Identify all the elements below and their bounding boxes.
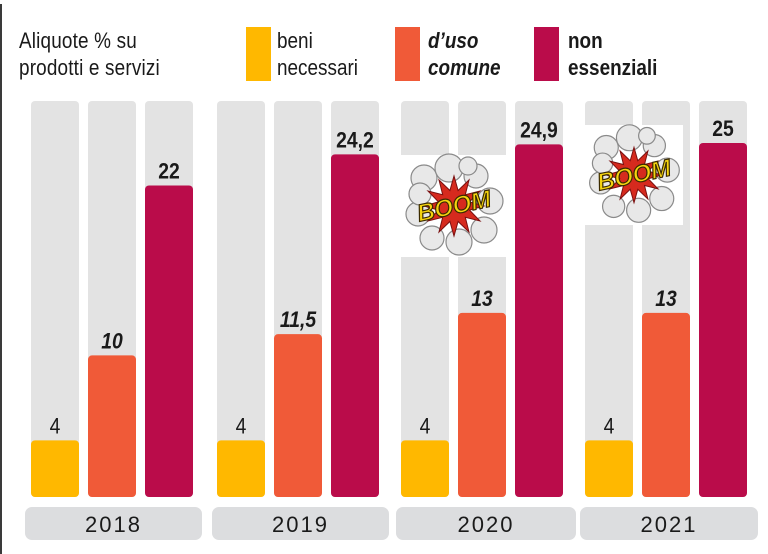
smoke-puff bbox=[638, 126, 656, 145]
smoke-puff bbox=[458, 156, 478, 176]
data-label-beni-necessari-2018: 4 bbox=[50, 414, 61, 438]
smoke-puff bbox=[470, 216, 498, 244]
data-label-non-essenziali-2019: 24,2 bbox=[336, 128, 374, 152]
bar-non-essenziali-2018 bbox=[145, 185, 193, 498]
x-tick-label-2018: 2018 bbox=[85, 512, 142, 537]
smoke-puff bbox=[445, 228, 473, 256]
bar-track bbox=[217, 101, 265, 497]
x-tick-label-2020: 2020 bbox=[458, 512, 515, 537]
smoke-puff bbox=[626, 197, 652, 223]
year-pill-2019 bbox=[212, 507, 389, 540]
year-pill-2021 bbox=[580, 507, 758, 540]
chart-title: Aliquote % su prodotti e servizi bbox=[19, 28, 160, 80]
smoke-puff bbox=[476, 187, 504, 215]
data-label-duso-comune-2020: 13 bbox=[471, 287, 493, 311]
burst-shape bbox=[604, 145, 664, 205]
bar-non-essenziali-2020 bbox=[515, 144, 563, 497]
smoke-puff bbox=[419, 225, 445, 251]
bar-duso-comune-2021 bbox=[642, 312, 690, 497]
left-border bbox=[0, 4, 2, 554]
legend-swatch-beni-necessari bbox=[246, 27, 271, 81]
data-label-beni-necessari-2019: 4 bbox=[236, 414, 247, 438]
x-tick-label-2021: 2021 bbox=[641, 512, 698, 537]
burst-shape bbox=[422, 174, 486, 238]
data-label-non-essenziali-2018: 22 bbox=[158, 159, 180, 183]
x-tick-label-2019: 2019 bbox=[272, 512, 329, 537]
legend-label-beni-necessari: beni necessari bbox=[277, 28, 358, 80]
data-label-duso-comune-2019: 11,5 bbox=[280, 308, 317, 332]
boom-explosion-icon: BOOM bbox=[585, 124, 683, 225]
data-label-beni-necessari-2021: 4 bbox=[604, 414, 615, 438]
smoke-puff bbox=[649, 185, 675, 212]
bar-duso-comune-2020 bbox=[458, 312, 506, 497]
bar-beni-necessari-2021 bbox=[585, 440, 633, 497]
year-pill-2018 bbox=[25, 507, 202, 540]
bar-beni-necessari-2019 bbox=[217, 440, 265, 497]
legend-swatch-non-essenziali bbox=[534, 27, 559, 81]
data-label-beni-necessari-2020: 4 bbox=[420, 414, 431, 438]
bar-beni-necessari-2020 bbox=[401, 440, 449, 497]
data-label-non-essenziali-2020: 24,9 bbox=[520, 118, 558, 142]
bar-beni-necessari-2018 bbox=[31, 440, 79, 497]
boom-explosion-icon: BOOM bbox=[401, 153, 507, 257]
smoke-puff bbox=[654, 157, 680, 183]
bar-non-essenziali-2021 bbox=[699, 143, 747, 497]
data-label-non-essenziali-2021: 25 bbox=[712, 117, 734, 141]
data-label-duso-comune-2021: 13 bbox=[655, 287, 677, 311]
bar-duso-comune-2018 bbox=[88, 355, 136, 497]
legend-swatch-uso-comune bbox=[395, 27, 420, 81]
smoke-puff bbox=[601, 194, 626, 219]
year-pill-2020 bbox=[396, 507, 576, 540]
legend-label-uso-comune: d’uso comune bbox=[428, 28, 501, 80]
data-label-duso-comune-2018: 10 bbox=[101, 329, 123, 353]
bar-track bbox=[31, 101, 79, 497]
bar-duso-comune-2019 bbox=[274, 334, 322, 497]
bar-non-essenziali-2019 bbox=[331, 154, 379, 497]
legend-label-non-essenziali: non essenziali bbox=[568, 28, 658, 80]
